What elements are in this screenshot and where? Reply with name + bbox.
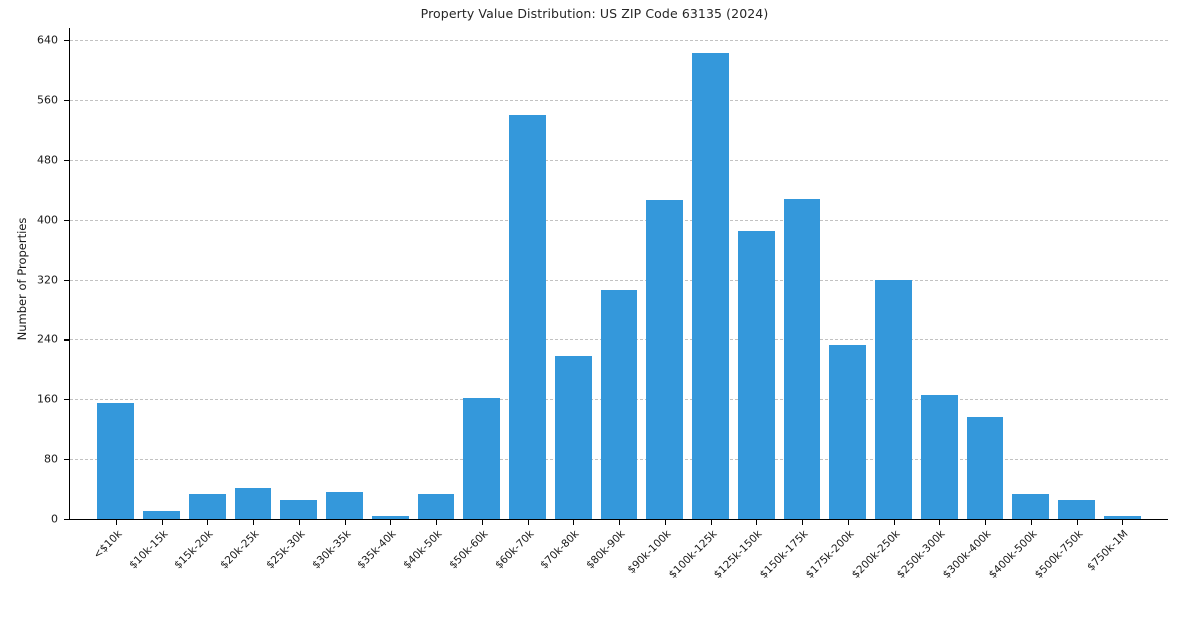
bar[interactable] <box>1058 499 1095 519</box>
x-tick-mark <box>527 519 529 525</box>
x-tick-mark <box>664 519 666 525</box>
bar[interactable] <box>326 492 363 519</box>
x-tick-mark <box>939 519 941 525</box>
gridline <box>70 279 1168 281</box>
chart-title: Property Value Distribution: US ZIP Code… <box>420 6 769 21</box>
bar[interactable] <box>280 500 318 519</box>
x-tick-mark <box>893 519 895 525</box>
bar[interactable] <box>143 510 180 519</box>
x-tick-label: $80k-90k <box>584 528 628 572</box>
bar[interactable] <box>829 345 867 519</box>
x-tick-label: $15k-20k <box>172 528 216 572</box>
y-tick-label: 480 <box>37 153 58 167</box>
x-tick-label: $300k-400k <box>940 528 994 581</box>
y-tick-label: 320 <box>37 273 58 286</box>
x-tick-mark <box>207 519 209 525</box>
x-tick-label: $20k-25k <box>218 528 262 572</box>
bar[interactable] <box>1012 493 1050 519</box>
y-tick-mark <box>64 459 70 461</box>
gridline <box>70 159 1168 161</box>
x-tick-mark <box>802 519 804 525</box>
x-tick-mark <box>1030 519 1032 525</box>
x-tick-mark <box>710 519 712 525</box>
bar[interactable] <box>920 394 958 519</box>
y-tick-label: 560 <box>37 93 58 107</box>
x-tick-label: $40k-50k <box>401 528 445 572</box>
bar[interactable] <box>737 230 775 519</box>
x-tick-mark <box>253 519 255 525</box>
x-tick-mark <box>390 519 392 525</box>
plot-area <box>70 40 1168 519</box>
x-tick-mark <box>481 519 483 525</box>
y-tick-mark <box>64 279 70 281</box>
bar[interactable] <box>692 53 729 519</box>
chart-figure: Property Value Distribution: US ZIP Code… <box>15 6 1168 581</box>
x-tick-label: $60k-70k <box>492 528 536 572</box>
x-tick-mark <box>115 519 117 525</box>
x-tick-mark <box>1122 519 1124 525</box>
gridline <box>70 99 1168 101</box>
y-tick-mark <box>64 159 70 161</box>
y-tick-label: 640 <box>37 33 58 47</box>
y-tick-label: 80 <box>44 452 58 466</box>
x-tick-label: <$10k <box>91 528 125 562</box>
bar[interactable] <box>97 403 135 519</box>
y-tick-label: 400 <box>37 213 58 227</box>
y-tick-label: 0 <box>51 512 58 526</box>
bar[interactable] <box>600 289 638 519</box>
bar[interactable] <box>234 487 272 519</box>
x-tick-label: $175k-200k <box>803 528 857 581</box>
y-tick-mark <box>64 339 70 341</box>
y-tick-mark <box>64 519 70 521</box>
x-tick-label: $125k-150k <box>711 528 765 581</box>
y-tick-mark <box>64 40 70 42</box>
y-tick-mark <box>64 219 70 221</box>
y-axis-spine <box>69 28 71 520</box>
y-axis-title: Number of Properties <box>15 217 29 341</box>
y-tick-mark <box>64 399 70 401</box>
x-tick-mark <box>344 519 346 525</box>
x-tick-label: $500k-750k <box>1032 528 1085 581</box>
x-tick-mark <box>619 519 621 525</box>
gridline <box>70 219 1168 221</box>
x-tick-label: $200k-250k <box>849 528 902 581</box>
y-tick-label: 160 <box>37 392 58 406</box>
x-tick-label: $150k-175k <box>757 528 811 581</box>
y-tick-label: 240 <box>37 332 58 346</box>
x-tick-label: $35k-40k <box>355 528 399 572</box>
gridline <box>70 40 1168 41</box>
y-tick-mark <box>64 99 70 102</box>
bar[interactable] <box>646 200 684 519</box>
x-tick-label: $30k-35k <box>309 528 353 572</box>
bar[interactable] <box>509 114 546 519</box>
x-tick-mark <box>847 519 849 525</box>
bar[interactable] <box>1103 516 1141 519</box>
x-tick-mark <box>756 519 758 525</box>
bar[interactable] <box>417 493 455 519</box>
bar[interactable] <box>783 198 821 519</box>
x-tick-label: $90k-100k <box>625 528 674 577</box>
x-tick-label: $25k-30k <box>263 528 308 572</box>
bar[interactable] <box>371 516 409 519</box>
x-tick-label: $400k-500k <box>986 528 1040 581</box>
x-tick-mark <box>1076 519 1078 525</box>
x-tick-label: $10k-15k <box>126 528 170 572</box>
x-tick-label: $750k-1M <box>1085 528 1131 574</box>
x-tick-mark <box>298 519 300 525</box>
x-tick-mark <box>161 519 163 525</box>
x-tick-label: $50k-60k <box>446 528 491 572</box>
bar[interactable] <box>966 417 1004 519</box>
x-tick-label: $70k-80k <box>538 528 582 572</box>
bar[interactable] <box>554 355 592 519</box>
x-tick-label: $250k-300k <box>894 528 948 581</box>
x-tick-mark <box>573 519 575 525</box>
x-tick-mark <box>436 519 438 525</box>
x-tick-label: $100k-125k <box>666 528 719 581</box>
bar[interactable] <box>463 397 501 519</box>
bar[interactable] <box>875 279 912 519</box>
bar[interactable] <box>188 493 226 519</box>
x-tick-mark <box>985 519 987 525</box>
